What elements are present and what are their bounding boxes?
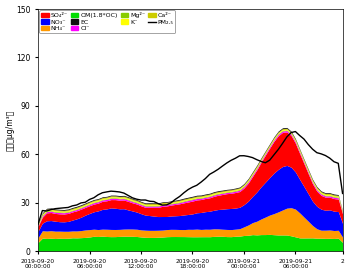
Y-axis label: 浓度（μg/m³）: 浓度（μg/m³）: [6, 109, 15, 151]
Legend: SO₄²⁻, NO₃⁻, NH₄⁻, OM(1.8*OC), EC, Cl⁻, Mg²⁻, K⁻, Ca²⁻, PM₂.₅: SO₄²⁻, NO₃⁻, NH₄⁻, OM(1.8*OC), EC, Cl⁻, …: [39, 10, 175, 33]
